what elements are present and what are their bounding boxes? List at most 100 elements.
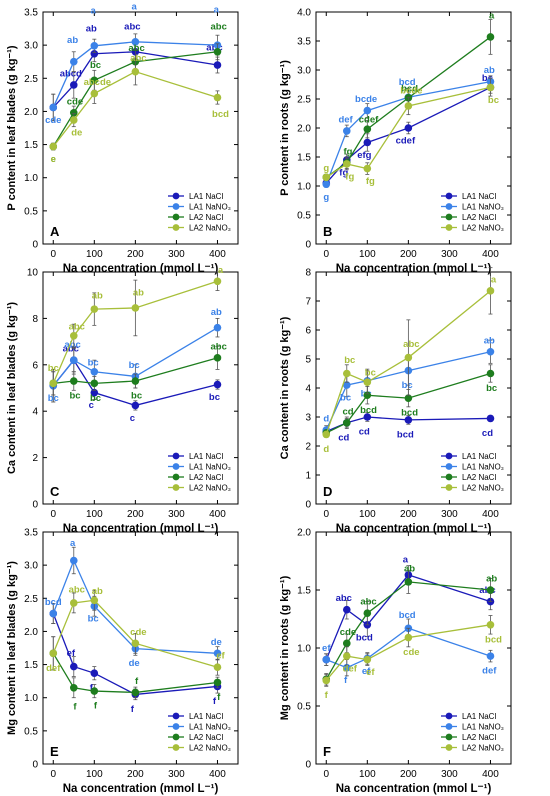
x-tick-label: 200 — [127, 249, 144, 260]
significance-letter: abc — [210, 21, 226, 32]
data-point — [342, 381, 351, 389]
data-point — [69, 81, 78, 89]
x-tick-label: 0 — [50, 509, 56, 520]
significance-letter: fg — [344, 146, 353, 157]
significance-letter: abc — [360, 597, 376, 608]
x-tick-label: 0 — [323, 249, 329, 260]
y-tick-label: 4 — [32, 407, 38, 418]
legend-label: LA1 NaNO₃ — [462, 203, 504, 212]
y-tick-label: 8 — [32, 314, 38, 325]
data-point — [486, 621, 495, 629]
data-point — [322, 676, 331, 685]
data-point — [342, 652, 351, 660]
y-tick-label: 0 — [305, 240, 311, 251]
legend-label: LA2 NaNO₃ — [462, 484, 504, 493]
significance-letter: bc — [344, 355, 355, 366]
y-tick-label: 2 — [32, 453, 38, 464]
significance-letter: g — [323, 192, 329, 203]
significance-letter: cde — [45, 115, 61, 126]
y-tick-label: 2.5 — [297, 95, 311, 106]
x-tick-label: 0 — [323, 509, 329, 520]
data-point — [213, 61, 222, 69]
x-tick-label: 300 — [441, 249, 458, 260]
y-tick-label: 0 — [305, 500, 311, 511]
y-tick-label: 2.5 — [24, 594, 38, 605]
x-tick-label: 300 — [441, 509, 458, 520]
data-point — [69, 356, 78, 364]
data-point — [322, 655, 331, 664]
significance-letter: def — [482, 666, 497, 677]
legend-marker — [445, 452, 453, 460]
y-tick-label: 2.0 — [24, 107, 38, 118]
y-axis-label: P content in leaf blades (g kg⁻¹) — [6, 45, 18, 210]
legend-label: LA2 NaNO₃ — [462, 744, 504, 753]
significance-letter: a — [491, 274, 497, 285]
significance-letter: f — [135, 676, 139, 687]
significance-letter: bc — [482, 73, 493, 84]
y-tick-label: 3.5 — [297, 37, 311, 48]
significance-letter: ab — [133, 287, 144, 298]
y-tick-label: 2.0 — [297, 124, 311, 135]
x-tick-label: 0 — [50, 769, 56, 780]
x-axis-label: Na concentration (mmol L⁻¹) — [336, 523, 492, 535]
significance-letter: ab — [484, 65, 495, 76]
x-tick-label: 300 — [168, 509, 185, 520]
significance-letter: ab — [92, 291, 103, 302]
significance-letter: ef — [362, 666, 371, 677]
significance-letter: f — [90, 683, 94, 694]
y-tick-label: 1.5 — [297, 153, 311, 164]
data-point — [363, 413, 372, 421]
x-tick-label: 100 — [359, 249, 376, 260]
legend-marker — [445, 733, 453, 741]
significance-letter: ef — [216, 651, 225, 662]
significance-letter: cd — [482, 428, 493, 439]
y-tick-label: 2.5 — [24, 74, 38, 85]
plot-frame — [42, 11, 239, 245]
panel-letter: C — [50, 484, 60, 499]
significance-letter: abc — [336, 593, 352, 604]
legend-marker — [445, 712, 453, 720]
panel-letter: E — [50, 744, 59, 759]
x-axis-label: Na concentration (mmol L⁻¹) — [336, 783, 492, 795]
y-tick-label: 0.5 — [297, 211, 311, 222]
significance-letter: bc — [90, 393, 101, 404]
data-point — [69, 116, 78, 124]
panel-b: 0 0.5 1.0 1.5 2.0 2.5 3.0 3.5 4.0 0 100 200 300 400 Na… — [279, 8, 512, 275]
x-axis-label: Na concentration (mmol L⁻¹) — [336, 263, 492, 275]
legend-marker — [445, 203, 453, 210]
legend-marker — [445, 213, 453, 221]
significance-letter: abc — [206, 43, 222, 54]
significance-letter: cd — [342, 406, 353, 417]
legend-marker — [172, 224, 180, 231]
x-tick-label: 400 — [209, 249, 226, 260]
legend-marker — [172, 452, 180, 460]
significance-letter: bcd — [399, 77, 416, 88]
significance-letter: bcd — [399, 610, 416, 621]
significance-letter: abc — [130, 53, 146, 64]
data-point — [342, 663, 351, 672]
significance-letter: cde — [403, 647, 419, 658]
data-point — [486, 369, 495, 378]
significance-letter: cdef — [359, 115, 379, 126]
significance-letter: e — [51, 154, 56, 165]
significance-letter: f — [94, 701, 98, 712]
data-point — [213, 663, 222, 672]
data-point — [90, 49, 99, 58]
data-point — [404, 578, 413, 586]
legend-marker — [172, 744, 180, 751]
x-tick-label: 400 — [482, 509, 499, 520]
significance-letter: a — [218, 265, 224, 276]
data-point — [131, 38, 140, 46]
y-tick-label: 3.0 — [297, 66, 311, 77]
plot-frame — [42, 271, 239, 505]
significance-letter: bc — [69, 391, 80, 402]
y-tick-label: 7 — [305, 297, 311, 308]
x-axis-label: Na concentration (mmol L⁻¹) — [63, 523, 219, 535]
data-point — [69, 662, 78, 671]
data-point — [404, 353, 413, 362]
y-tick-label: 0.5 — [24, 726, 38, 737]
